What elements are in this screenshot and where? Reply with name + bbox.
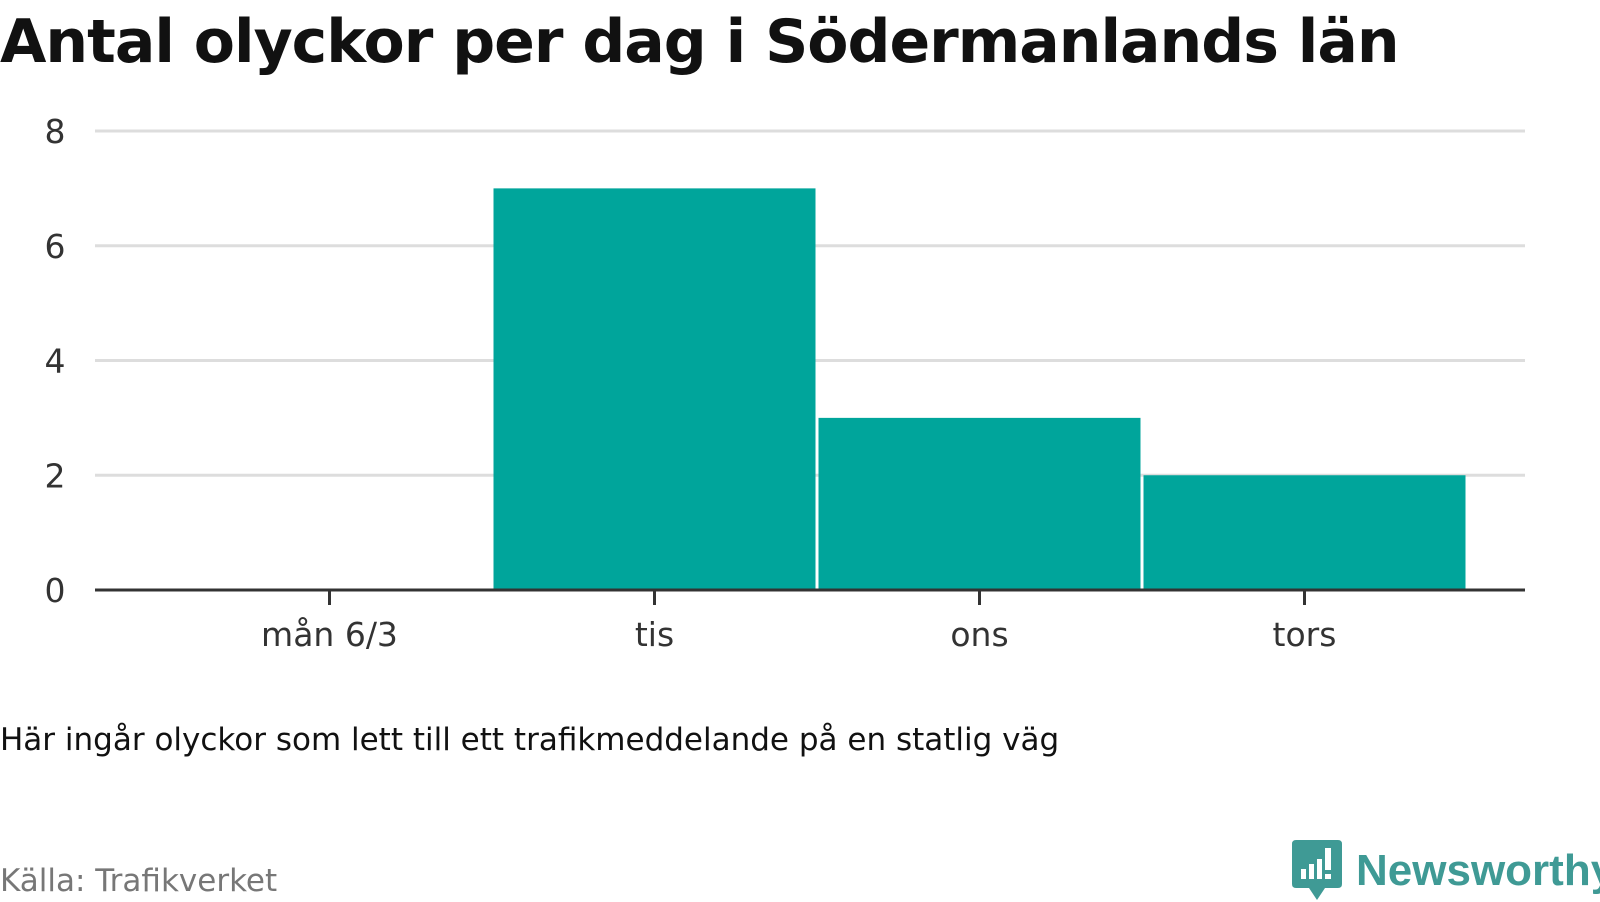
- source-note: Källa: Trafikverket: [0, 863, 278, 899]
- x-axis: mån 6/3 tis ons tors: [95, 588, 1525, 654]
- x-tick-label: ons: [950, 615, 1008, 654]
- y-tick-label: 6: [45, 227, 66, 266]
- y-tick-label: 0: [45, 571, 66, 610]
- y-axis-labels: 0 2 4 6 8: [45, 112, 66, 610]
- y-tick-label: 4: [45, 342, 66, 381]
- bar: [818, 417, 1141, 590]
- x-tick-label: tis: [635, 615, 674, 654]
- newsworthy-logo-icon: [1292, 840, 1342, 900]
- bar-chart: 0 2 4 6 8 mån 6/3 tis ons tors: [45, 112, 1525, 654]
- x-tick-label: tors: [1273, 615, 1337, 654]
- bar: [1143, 475, 1466, 590]
- chart-title: Antal olyckor per dag i Södermanlands lä…: [0, 7, 1400, 77]
- y-tick-label: 8: [45, 112, 66, 151]
- chart-caption: Här ingår olyckor som lett till ett traf…: [0, 722, 1060, 758]
- brand-name: Newsworthy: [1356, 846, 1600, 895]
- brand-logo: Newsworthy: [1292, 840, 1600, 902]
- bars: [493, 188, 1466, 590]
- x-tick-label: mån 6/3: [261, 615, 398, 654]
- y-tick-label: 2: [45, 456, 66, 495]
- bar: [493, 188, 816, 590]
